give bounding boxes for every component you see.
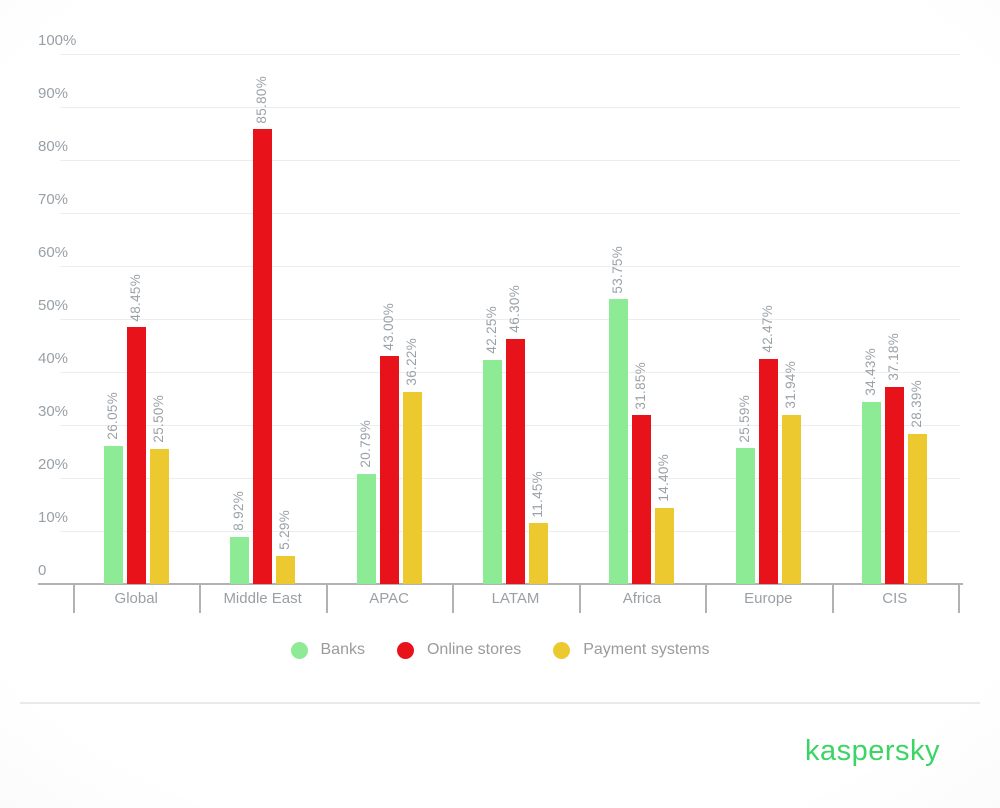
value-label: 53.75%: [610, 245, 626, 294]
category-label: CIS: [882, 590, 908, 607]
bar-online-stores: [885, 386, 905, 584]
category-label: Europe: [744, 590, 793, 607]
bar-online-stores: [379, 356, 399, 584]
category-label: APAC: [369, 590, 409, 607]
y-axis-tick-label: 60%: [38, 244, 69, 261]
bar-online-stores: [253, 129, 273, 584]
category-label: LATAM: [491, 590, 540, 607]
kaspersky-logo: kaspersky: [804, 735, 940, 767]
value-label: 42.25%: [484, 306, 499, 355]
bar-online-stores: [126, 327, 146, 584]
x-axis-tick: [958, 584, 960, 613]
x-axis-tick: [73, 584, 75, 613]
y-axis-tick-label: 30%: [38, 403, 69, 420]
bar-payment-systems: [781, 414, 801, 584]
value-label: 25.59%: [736, 394, 752, 443]
value-label: 85.80%: [254, 75, 270, 124]
y-axis-tick-label: 70%: [38, 191, 69, 208]
gridline: [60, 160, 960, 161]
category-label: Middle East: [223, 590, 302, 607]
legend-item: Banks: [290, 641, 365, 659]
value-label: 26.05%: [104, 392, 120, 440]
value-label: 34.43%: [863, 347, 879, 396]
bar-payment-systems: [908, 433, 928, 584]
value-label: 42.47%: [759, 305, 775, 353]
y-axis-tick-label: 20%: [38, 456, 69, 473]
value-label: 37.18%: [886, 333, 902, 381]
bar-banks: [103, 445, 123, 584]
legend: Banks Online stores Payment systems: [0, 641, 1000, 659]
value-label: 31.94%: [782, 361, 798, 409]
bar-payment-systems: [276, 555, 296, 584]
gridline: [60, 266, 960, 267]
value-label: 48.45%: [127, 273, 143, 322]
x-axis-tick: [831, 584, 834, 613]
bar-payment-systems: [655, 507, 675, 584]
value-label: 8.92%: [231, 490, 247, 531]
legend-swatch-icon: [290, 641, 308, 659]
value-label: 5.29%: [277, 510, 293, 550]
value-label: 46.30%: [507, 285, 522, 333]
bar-payment-systems: [402, 392, 422, 584]
y-axis-tick-label: 10%: [38, 509, 69, 526]
bar-online-stores: [632, 415, 652, 584]
bar-online-stores: [506, 338, 525, 584]
category-label: Africa: [622, 590, 662, 607]
x-axis-tick: [705, 584, 708, 613]
legend-swatch-icon: [396, 641, 414, 659]
gridline: [60, 319, 960, 320]
bar-banks: [483, 360, 502, 584]
value-label: 31.85%: [633, 361, 649, 410]
value-label: 20.79%: [357, 420, 373, 468]
bar-payment-systems: [149, 448, 169, 584]
y-axis-tick-label: 80%: [38, 138, 69, 155]
y-axis-tick-label: 40%: [38, 350, 69, 367]
x-axis-tick: [199, 584, 202, 613]
value-label: 43.00%: [380, 302, 396, 351]
bar-banks: [862, 401, 882, 584]
y-axis-tick-label: 90%: [38, 85, 69, 102]
gridline: [60, 107, 960, 108]
gridline: [60, 213, 960, 214]
category-label: Global: [114, 590, 158, 607]
y-axis-tick-label: 0: [38, 562, 47, 579]
value-label: 28.39%: [909, 379, 925, 428]
bar-banks: [609, 299, 629, 584]
value-label: 14.40%: [656, 454, 672, 502]
bar-banks: [230, 536, 250, 584]
legend-swatch-icon: [553, 641, 571, 659]
legend-item: Online stores: [396, 641, 522, 659]
legend-label: Banks: [320, 641, 365, 658]
value-label: 11.45%: [530, 470, 545, 518]
x-axis-tick: [578, 584, 581, 613]
x-axis-line: [38, 583, 963, 585]
bar-banks: [356, 473, 376, 584]
legend-item: Payment systems: [553, 641, 710, 659]
x-axis-tick: [325, 584, 328, 613]
y-axis-tick-label: 50%: [38, 297, 69, 314]
value-label: 25.50%: [150, 395, 166, 443]
bar-payment-systems: [529, 523, 548, 584]
y-axis-tick-label: 100%: [38, 32, 77, 49]
bar-banks: [735, 448, 755, 584]
gridline: [60, 54, 960, 55]
x-axis-tick: [452, 584, 455, 613]
legend-label: Payment systems: [583, 641, 710, 658]
value-label: 36.22%: [403, 338, 419, 387]
divider-line: [20, 702, 980, 704]
bar-online-stores: [758, 358, 778, 584]
legend-label: Online stores: [426, 641, 522, 658]
